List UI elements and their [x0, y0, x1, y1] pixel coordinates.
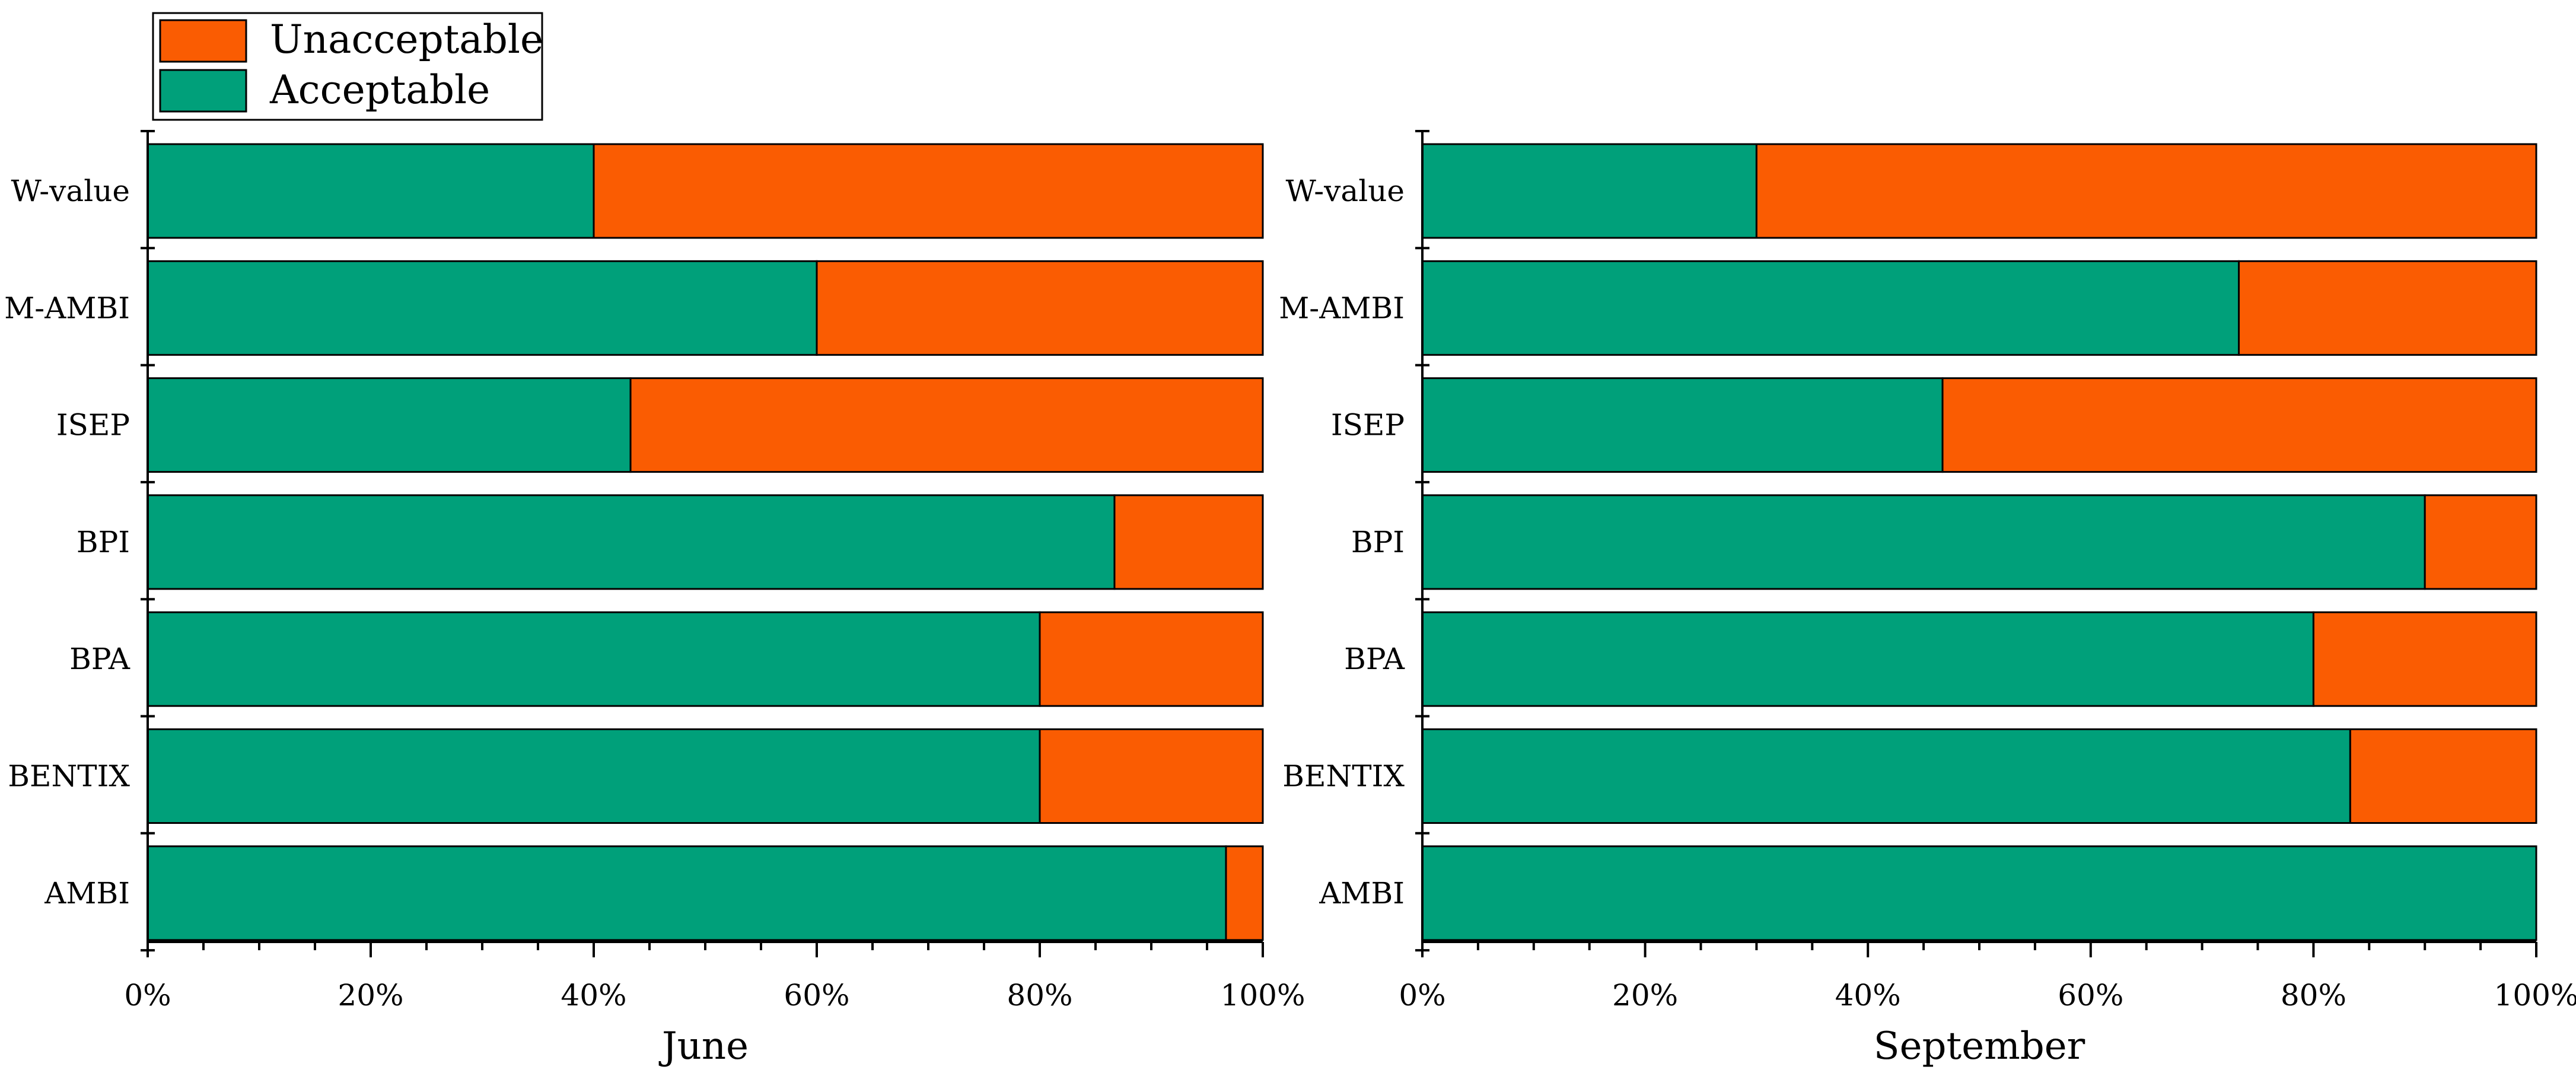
bar-september-isep-unacceptable: [1941, 377, 2537, 473]
legend-swatch-acceptable: [159, 69, 247, 113]
bar-june-bpa-acceptable: [147, 611, 1041, 707]
legend-label-acceptable: Acceptable: [269, 67, 490, 113]
bar-june-bpi-acceptable: [147, 494, 1116, 590]
y-tick-label-september-bentix: BENTIX: [1282, 759, 1405, 794]
bar-june-m-ambi-unacceptable: [816, 260, 1264, 356]
y-tick-label-september-isep: ISEP: [1331, 408, 1405, 442]
legend-label-unacceptable: Unacceptable: [270, 17, 543, 62]
y-tick-label-june-ambi: AMBI: [44, 876, 130, 910]
bar-june-bentix-unacceptable: [1039, 728, 1264, 824]
y-tick-label-september-w-value: W-value: [1286, 174, 1405, 208]
y-tick-label-september-bpi: BPI: [1351, 525, 1405, 559]
x-tick-label-september: 0%: [1399, 978, 1445, 1012]
bar-september-bpi-unacceptable: [2424, 494, 2537, 590]
bar-september-w-value-unacceptable: [1755, 143, 2537, 239]
legend-swatch-unacceptable: [159, 19, 247, 63]
bar-september-bentix-acceptable: [1421, 728, 2351, 824]
x-tick-label-june: 20%: [337, 978, 403, 1012]
bar-june-bentix-acceptable: [147, 728, 1041, 824]
y-tick-label-september-ambi: AMBI: [1319, 876, 1405, 910]
x-tick-label-september: 60%: [2058, 978, 2123, 1012]
bar-september-bpa-acceptable: [1421, 611, 2314, 707]
y-tick-label-june-isep: ISEP: [56, 408, 130, 442]
bar-september-bentix-unacceptable: [2349, 728, 2537, 824]
bar-september-m-ambi-unacceptable: [2238, 260, 2537, 356]
bar-september-w-value-acceptable: [1421, 143, 1757, 239]
bar-september-bpa-unacceptable: [2312, 611, 2537, 707]
x-tick-label-june: 100%: [1221, 978, 1305, 1012]
bar-september-bpi-acceptable: [1421, 494, 2426, 590]
y-tick-label-june-w-value: W-value: [11, 174, 130, 208]
y-tick-label-june-m-ambi: M-AMBI: [4, 291, 130, 325]
x-tick-label-september: 80%: [2281, 978, 2346, 1012]
bar-june-ambi-acceptable: [147, 845, 1227, 941]
x-tick-label-june: 80%: [1007, 978, 1072, 1012]
bar-june-isep-unacceptable: [629, 377, 1264, 473]
y-tick-label-june-bentix: BENTIX: [8, 759, 130, 794]
bar-september-isep-acceptable: [1421, 377, 1944, 473]
y-tick-label-september-m-ambi: M-AMBI: [1279, 291, 1405, 325]
x-tick-label-june: 0%: [124, 978, 171, 1012]
bar-june-w-value-acceptable: [147, 143, 595, 239]
bar-june-ambi-unacceptable: [1225, 845, 1264, 941]
bar-september-m-ambi-acceptable: [1421, 260, 2240, 356]
y-tick-label-september-bpa: BPA: [1344, 642, 1405, 676]
panel-september: September W-value M-AMBI ISEP BPI BPA BENTIX A…: [1279, 130, 2576, 1068]
panel-june: June W-value M-AMBI ISEP BPI BPA BENTIX AMBI 0%…: [4, 130, 1305, 1068]
bar-june-w-value-unacceptable: [593, 143, 1264, 239]
x-tick-label-september: 20%: [1612, 978, 1678, 1012]
bar-june-bpi-unacceptable: [1113, 494, 1264, 590]
bar-september-ambi-acceptable: [1421, 845, 2537, 941]
x-tick-label-september: 100%: [2494, 978, 2576, 1012]
bar-june-isep-acceptable: [147, 377, 632, 473]
y-tick-label-june-bpi: BPI: [77, 525, 130, 559]
legend: Unacceptable Acceptable: [152, 12, 543, 121]
y-tick-label-june-bpa: BPA: [69, 642, 130, 676]
panel-title-june: June: [658, 1024, 749, 1068]
panel-title-september: September: [1874, 1024, 2085, 1068]
x-tick-label-june: 40%: [561, 978, 626, 1012]
x-tick-label-june: 60%: [784, 978, 849, 1012]
bar-june-m-ambi-acceptable: [147, 260, 818, 356]
x-tick-label-september: 40%: [1835, 978, 1901, 1012]
bar-june-bpa-unacceptable: [1039, 611, 1264, 707]
